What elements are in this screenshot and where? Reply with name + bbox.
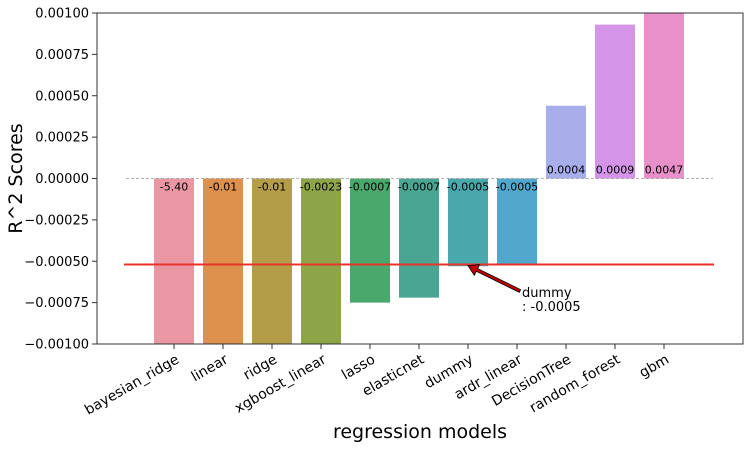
bar-linear bbox=[203, 178, 243, 344]
bar-xgboost_linear bbox=[301, 178, 341, 344]
value-label-linear: -0.01 bbox=[209, 181, 237, 194]
y-tick-label: 0.00100 bbox=[35, 7, 89, 22]
value-label-xgboost_linear: -0.0023 bbox=[300, 181, 342, 194]
y-tick-label: −0.00100 bbox=[24, 338, 89, 353]
y-tick-label: 0.00000 bbox=[35, 172, 89, 187]
y-tick-label: 0.00025 bbox=[35, 131, 89, 146]
reference-lines-layer bbox=[124, 178, 714, 266]
annotation-text-line: dummy bbox=[522, 286, 572, 301]
y-tick-label: 0.00075 bbox=[35, 48, 89, 63]
x-axis-title: regression models bbox=[333, 421, 507, 443]
annotation-arrow bbox=[467, 264, 522, 293]
bar-bayesian_ridge bbox=[154, 178, 194, 344]
x-tick-label-gbm: gbm bbox=[637, 352, 672, 382]
value-label-DecisionTree: 0.0004 bbox=[547, 164, 586, 177]
x-tick-label-bayesian_ridge: bayesian_ridge bbox=[82, 352, 182, 419]
value-label-bayesian_ridge: -5.40 bbox=[160, 181, 188, 194]
bars-layer bbox=[154, 13, 684, 344]
bar-ridge bbox=[252, 178, 292, 344]
bar-dummy bbox=[448, 178, 488, 267]
dummy-annotation: dummy: -0.0005 bbox=[467, 264, 581, 315]
value-label-ridge: -0.01 bbox=[258, 181, 286, 194]
bar-random_forest bbox=[595, 24, 635, 179]
value-label-ardr_linear: -0.0005 bbox=[496, 181, 538, 194]
y-tick-label: −0.00025 bbox=[24, 213, 89, 228]
bar-lasso bbox=[350, 178, 390, 303]
bar-elasticnet bbox=[399, 178, 439, 298]
bar-DecisionTree bbox=[546, 105, 586, 179]
x-tick-label-linear: linear bbox=[189, 351, 232, 385]
bar-gbm bbox=[644, 13, 684, 179]
y-tick-label: −0.00050 bbox=[24, 255, 89, 270]
x-tick-label-xgboost_linear: xgboost_linear bbox=[232, 351, 329, 416]
value-label-dummy: -0.0005 bbox=[447, 181, 489, 194]
annotation-text-line: : -0.0005 bbox=[522, 300, 581, 315]
y-tick-label: −0.00075 bbox=[24, 296, 89, 311]
value-label-random_forest: 0.0009 bbox=[596, 164, 635, 177]
y-axis-title: R^2 Scores bbox=[5, 123, 27, 233]
value-label-elasticnet: -0.0007 bbox=[398, 181, 440, 194]
y-axis: 0.00100 0.00075 0.00050 0.00025 0.00000 −0.00… bbox=[24, 7, 97, 353]
value-labels-layer: -5.40 -0.01 -0.01 -0.0023 -0.0007 -0.0007 -0.0… bbox=[160, 164, 683, 194]
y-tick-label: 0.00050 bbox=[35, 89, 89, 104]
value-label-gbm: 0.0047 bbox=[645, 164, 684, 177]
value-label-lasso: -0.0007 bbox=[349, 181, 391, 194]
bar-ardr_linear bbox=[497, 178, 537, 265]
